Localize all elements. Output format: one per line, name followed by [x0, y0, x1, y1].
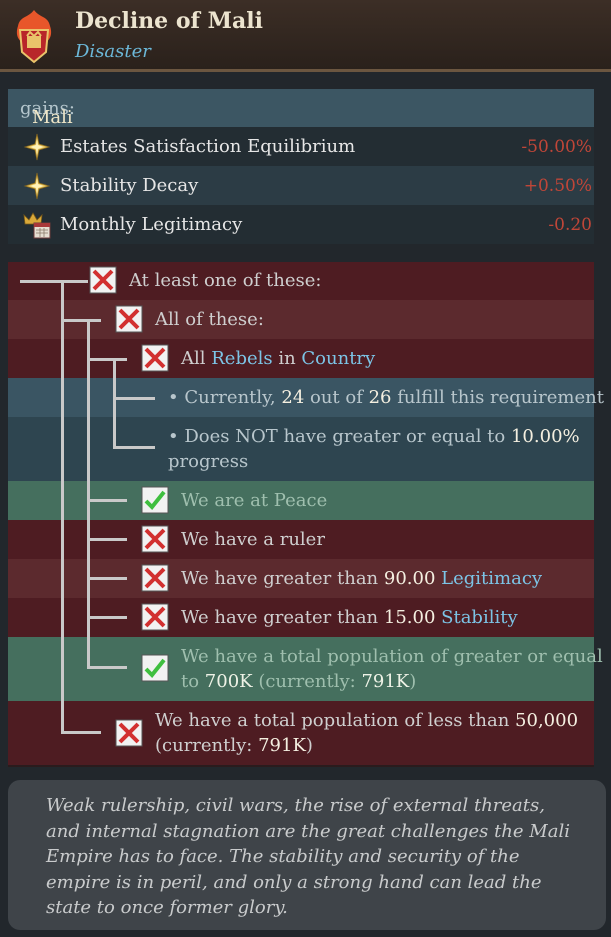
rebels-link[interactable]: Rebels: [211, 348, 273, 369]
legitimacy-link[interactable]: Legitimacy: [441, 568, 543, 589]
condition-population-ge: We have a total population of greater or…: [181, 646, 603, 667]
condition-row: [8, 637, 594, 701]
failed-x-icon: [115, 305, 143, 333]
modifier-value: +0.50%: [523, 176, 592, 196]
modifier-name: Monthly Legitimacy: [60, 214, 243, 235]
modifier-value: -0.20: [548, 215, 592, 235]
condition-peace: We are at Peace: [181, 490, 328, 511]
modifier-name: Estates Satisfaction Equilibrium: [60, 136, 356, 157]
condition-currently: • Currently, 24 out of 26 fulfill this r…: [168, 387, 604, 408]
tree-branch-line: [87, 538, 127, 541]
condition-row: [8, 300, 594, 339]
star-burst-icon: [23, 133, 51, 161]
disaster-description: Weak rulership, civil wars, the rise of …: [46, 795, 570, 918]
country-link[interactable]: Country: [301, 348, 376, 369]
modifier-row: Monthly Legitimacy -0.20: [8, 205, 594, 244]
failed-x-icon: [89, 266, 117, 294]
tree-branch-line: [87, 499, 127, 502]
disaster-flame-crest-icon: [16, 10, 52, 64]
failed-x-icon: [141, 344, 169, 372]
condition-row: [8, 417, 594, 481]
modifier-value: -50.00%: [521, 137, 592, 157]
modifier-row: Estates Satisfaction Equilibrium -50.00%: [8, 127, 594, 166]
condition-row: [8, 378, 594, 417]
disaster-title: Decline of Mali: [75, 8, 263, 34]
condition-population-lt-line2: (currently: 791K): [155, 735, 313, 756]
condition-not-progress-line2: progress: [168, 451, 249, 472]
modifier-row: Stability Decay +0.50%: [8, 166, 594, 205]
tree-branch-line: [87, 577, 127, 580]
gains-label: Mali Empire gains:: [20, 98, 99, 149]
condition-legitimacy: We have greater than 90.00 Legitimacy: [181, 568, 543, 589]
condition-all-rebels: All Rebels in Country: [181, 348, 376, 369]
condition-not-progress: • Does NOT have greater or equal to 10.0…: [168, 426, 580, 447]
failed-x-icon: [141, 525, 169, 553]
tree-branch-line: [61, 280, 64, 734]
modifier-name: Stability Decay: [60, 175, 199, 196]
tree-branch-line: [61, 319, 101, 322]
condition-at-least-one: At least one of these:: [129, 270, 322, 291]
condition-population-lt: We have a total population of less than …: [155, 710, 579, 731]
failed-x-icon: [141, 564, 169, 592]
condition-ruler: We have a ruler: [181, 529, 325, 550]
stability-link[interactable]: Stability: [441, 607, 518, 628]
disaster-type: Disaster: [75, 41, 151, 62]
condition-population-ge-line2: to 700K (currently: 791K): [181, 671, 417, 692]
tree-branch-line: [113, 397, 155, 400]
passed-check-icon: [141, 654, 169, 682]
tree-branch-line: [87, 319, 90, 669]
gains-header: Mali Empire gains:: [8, 89, 594, 149]
passed-check-icon: [141, 486, 169, 514]
tree-branch-line: [87, 616, 127, 619]
tree-branch-line: [20, 280, 88, 283]
crown-calendar-icon: [23, 212, 51, 239]
condition-all-of-these: All of these:: [155, 309, 264, 330]
tree-branch-line: [113, 446, 155, 449]
star-burst-icon: [23, 172, 51, 200]
failed-x-icon: [141, 603, 169, 631]
disaster-header: Decline of Mali Disaster: [0, 0, 611, 72]
condition-stability: We have greater than 15.00 Stability: [181, 607, 518, 628]
tree-branch-line: [87, 358, 127, 361]
tree-branch-line: [87, 666, 127, 669]
tree-branch-line: [113, 358, 116, 449]
failed-x-icon: [115, 719, 143, 747]
disaster-description-box: Weak rulership, civil wars, the rise of …: [8, 780, 606, 930]
condition-row: [8, 701, 594, 765]
tree-branch-line: [61, 731, 101, 734]
